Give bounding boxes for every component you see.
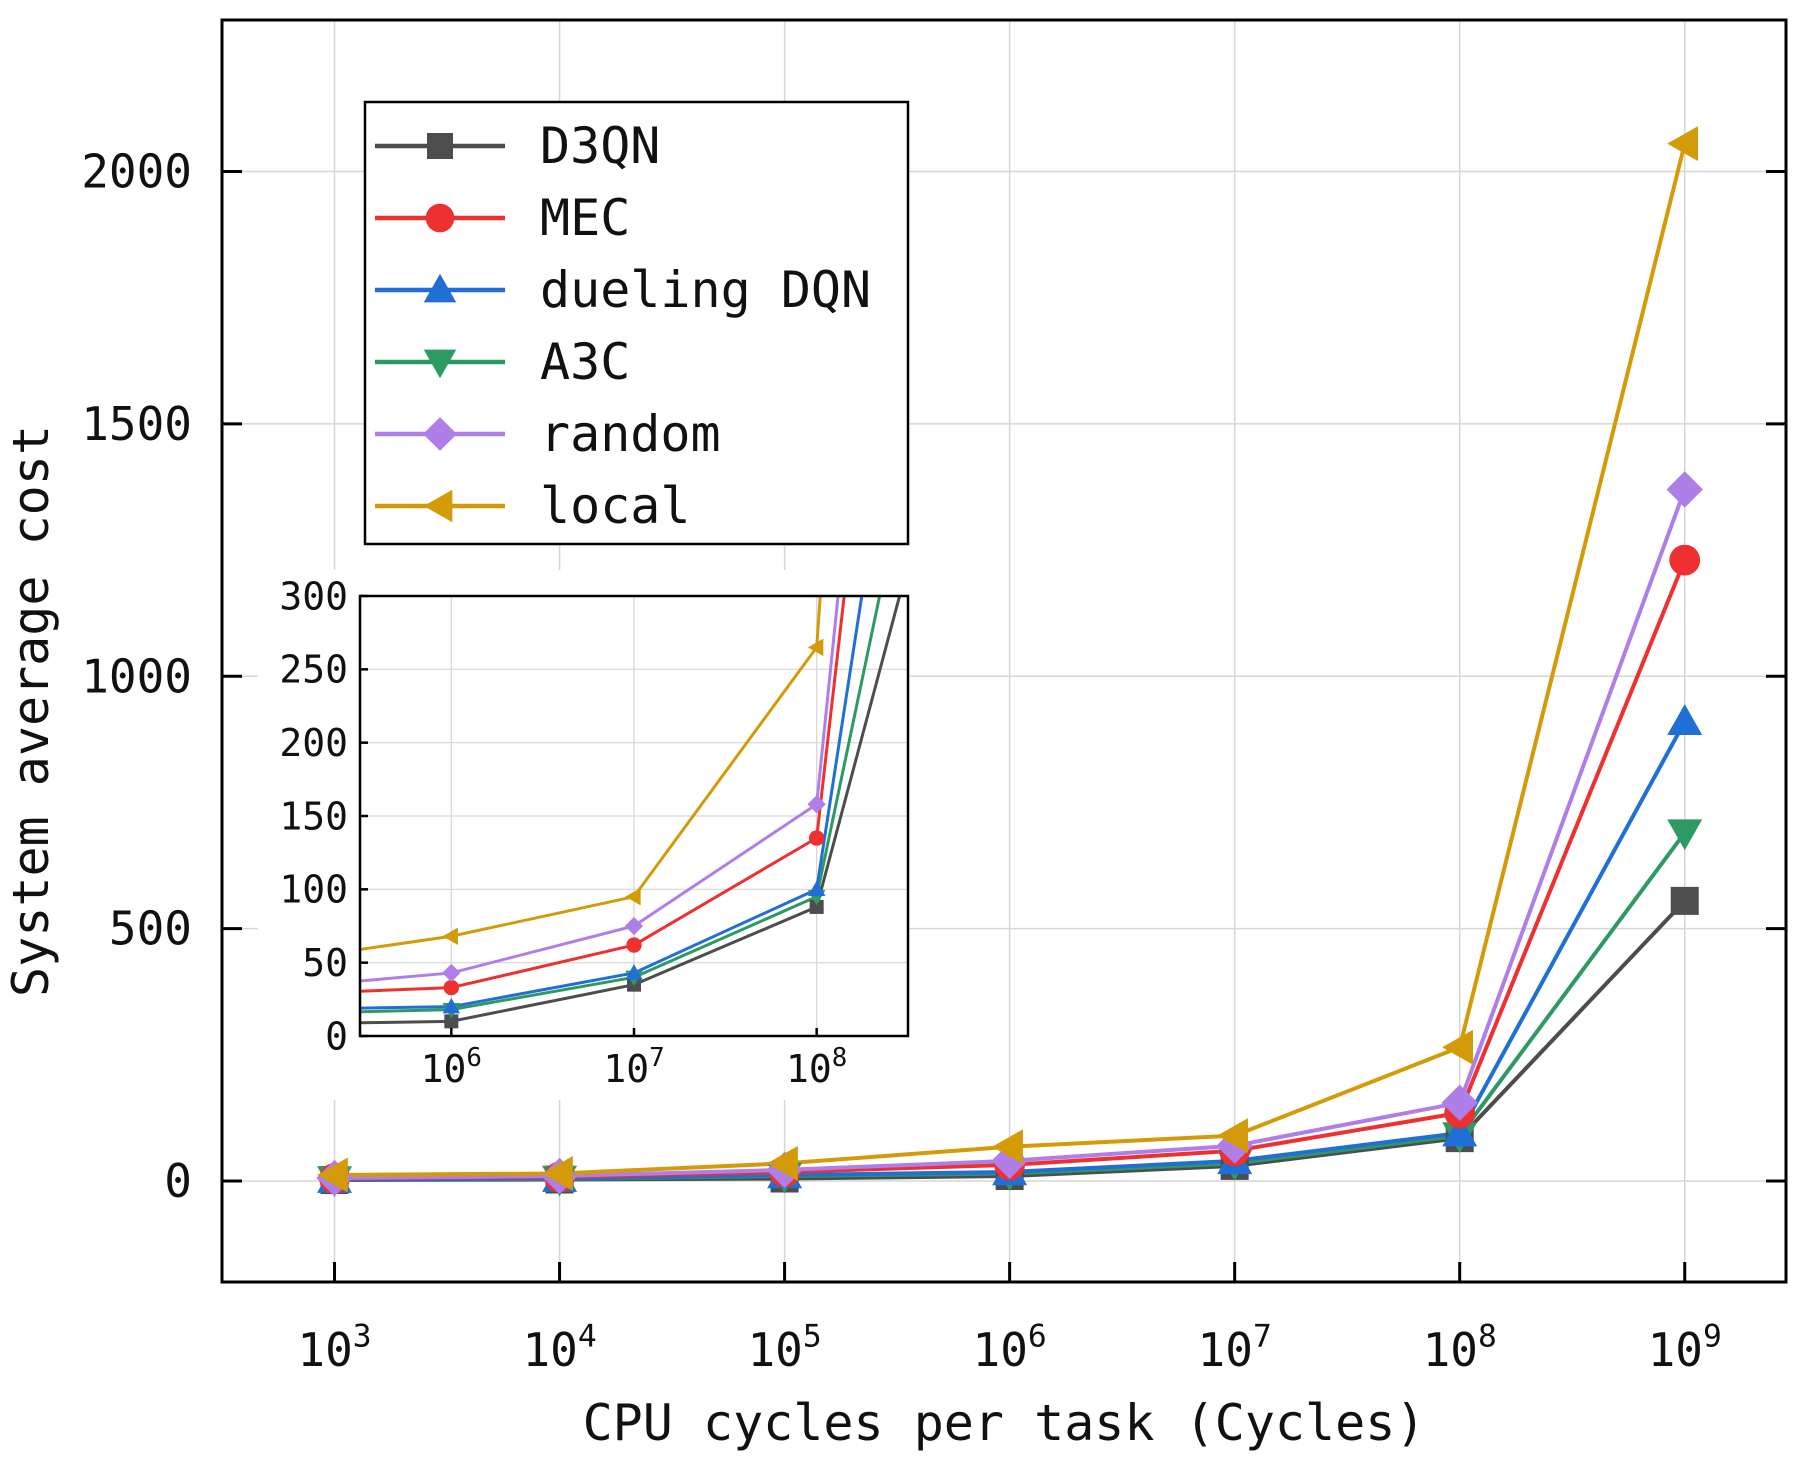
legend-marker-dueling-dqn (423, 273, 457, 303)
y-tick-label: 200 (279, 721, 348, 765)
data-point-local (807, 638, 824, 657)
data-point-local (1442, 1029, 1473, 1065)
legend: D3QN MEC dueling DQN A3C random local (363, 100, 910, 546)
x-tick-label: 104 (522, 1319, 596, 1377)
data-point-local (442, 927, 458, 946)
x-tick-label: 103 (297, 1319, 371, 1377)
main-series-lines (316, 126, 1703, 1198)
legend-item-local: local (375, 477, 691, 535)
data-point-dueling-dqn (1442, 1115, 1478, 1147)
data-point-random (624, 916, 644, 936)
legend-item-a3c: A3C (375, 333, 630, 391)
data-point-d3qn (444, 1014, 459, 1029)
legend-label: A3C (540, 333, 630, 391)
y-axis-title: System average cost (2, 425, 60, 997)
y-tick-label: 0 (164, 1154, 192, 1208)
x-axis-title: CPU cycles per task (Cycles) (583, 1394, 1426, 1452)
data-point-a3c (1667, 819, 1703, 851)
legend-item-dueling-dqn: dueling DQN (375, 261, 871, 319)
data-point-dueling-dqn (625, 964, 643, 980)
data-point-local (317, 1157, 348, 1193)
data-point-random (1666, 471, 1703, 508)
x-tick-label: 106 (973, 1319, 1047, 1377)
data-point-random (1441, 1084, 1478, 1121)
inset-series-lines (360, 596, 902, 1029)
data-point-local (1667, 126, 1699, 162)
x-tick-label: 107 (603, 1043, 664, 1091)
legend-label: local (540, 477, 691, 535)
inset-axes (358, 594, 910, 1038)
data-point-local (992, 1129, 1023, 1165)
data-point-dueling-dqn (1667, 704, 1703, 735)
y-tick-label: 300 (279, 574, 348, 618)
inset-chart: 106 107 108 0 50 100 150 200 250 300 (258, 570, 910, 1100)
y-tick-label: 100 (279, 868, 348, 912)
inset-tick-labels: 106 107 108 0 50 100 150 200 250 300 (279, 574, 847, 1091)
legend-marker-mec (425, 203, 455, 233)
legend-label: D3QN (540, 117, 660, 175)
data-point-dueling-dqn (442, 997, 461, 1014)
main-axes (220, 18, 1788, 1284)
y-tick-label: 500 (109, 902, 192, 956)
data-point-random (807, 795, 826, 814)
x-tick-label: 109 (1648, 1319, 1722, 1377)
legend-marker-a3c (423, 349, 457, 379)
data-point-local (625, 887, 641, 906)
data-point-dueling-dqn (807, 880, 826, 896)
data-point-d3qn (809, 899, 824, 914)
y-tick-label: 150 (279, 794, 348, 838)
data-point-local (1217, 1118, 1248, 1154)
data-point-mec (808, 830, 825, 846)
legend-item-mec: MEC (375, 189, 630, 247)
legend-marker-random (423, 417, 457, 451)
data-point-random (991, 1142, 1028, 1180)
x-tick-label: 106 (421, 1043, 482, 1091)
x-tick-label: 108 (786, 1043, 847, 1091)
y-tick-label: 250 (279, 648, 348, 692)
data-point-mec (1669, 544, 1701, 576)
data-point-local (542, 1155, 573, 1191)
x-tick-label: 107 (1198, 1319, 1272, 1377)
x-tick-label: 108 (1423, 1319, 1497, 1377)
plot-frame (220, 18, 1788, 1284)
legend-box (363, 100, 910, 546)
data-point-random (442, 963, 461, 983)
data-point-mec (626, 937, 642, 953)
legend-label: dueling DQN (540, 261, 871, 319)
legend-item-random: random (375, 405, 721, 463)
y-tick-label: 0 (325, 1014, 348, 1058)
data-point-local (767, 1145, 798, 1181)
legend-label: random (540, 405, 721, 463)
y-tick-label: 2000 (81, 145, 192, 199)
legend-item-d3qn: D3QN (375, 117, 660, 175)
y-tick-label: 1500 (81, 397, 192, 451)
y-tick-label: 1000 (81, 649, 192, 703)
legend-label: MEC (540, 189, 630, 247)
x-tick-label: 105 (747, 1319, 821, 1377)
legend-marker-d3qn (427, 133, 453, 159)
y-tick-label: 50 (302, 941, 348, 985)
data-point-mec (443, 979, 460, 996)
legend-marker-local (423, 489, 453, 523)
data-point-d3qn (1670, 886, 1699, 915)
